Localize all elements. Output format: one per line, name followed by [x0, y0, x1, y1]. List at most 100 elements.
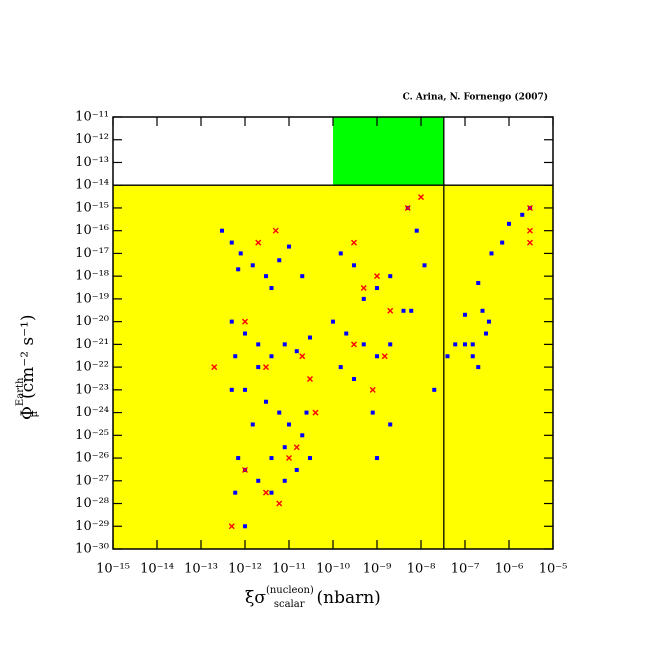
- y-tick-label: 10⁻²⁴: [75, 405, 109, 420]
- point: [486, 319, 491, 324]
- point: [500, 240, 505, 245]
- point: [256, 365, 261, 370]
- x-tick-label: 10⁻¹¹: [272, 562, 306, 577]
- point: [520, 212, 525, 217]
- y-tick-label: 10⁻¹⁹: [75, 291, 109, 306]
- x-tick-label: 10⁻⁷: [451, 562, 480, 577]
- point: [338, 365, 343, 370]
- point: [276, 500, 283, 507]
- credit: C. Arina, N. Fornengo (2007): [403, 92, 548, 103]
- y-tick-label: 10⁻²¹: [75, 337, 109, 352]
- point: [453, 342, 458, 347]
- y-tick-label: 10⁻³⁰: [75, 542, 109, 557]
- y-tick-label: 10⁻²⁷: [75, 473, 109, 488]
- point: [489, 251, 494, 256]
- point: [228, 523, 235, 530]
- point: [263, 399, 268, 404]
- point: [269, 490, 274, 495]
- point: [404, 204, 411, 211]
- point: [350, 239, 357, 246]
- y-tick-label: 10⁻¹³: [75, 155, 109, 170]
- point: [338, 251, 343, 256]
- y-tick-label: 10⁻²⁰: [75, 314, 109, 329]
- point: [242, 318, 248, 325]
- axis-label-part: Φ: [18, 406, 38, 420]
- y-tick-label: 10⁻¹⁵: [75, 200, 109, 215]
- point: [263, 274, 268, 279]
- point: [350, 341, 357, 348]
- point: [269, 354, 274, 359]
- point: [388, 274, 393, 279]
- point: [375, 354, 379, 359]
- point: [526, 204, 533, 211]
- axis-label-part: ξσ: [245, 588, 266, 608]
- point: [470, 354, 475, 359]
- point: [229, 319, 234, 324]
- x-tick-label: 10⁻⁶: [495, 562, 524, 577]
- x-tick-label: 10⁻⁸: [407, 562, 436, 577]
- point: [387, 307, 394, 314]
- y-tick-label: 10⁻²⁹: [75, 519, 109, 534]
- point: [304, 410, 309, 415]
- series: [211, 194, 533, 530]
- point: [219, 228, 224, 233]
- point: [306, 375, 313, 382]
- point: [361, 342, 366, 347]
- y-tick-label: 10⁻¹⁸: [75, 269, 109, 284]
- point: [233, 354, 238, 359]
- point: [272, 227, 279, 234]
- point: [414, 228, 419, 233]
- point: [294, 467, 299, 472]
- x-tick-label: 10⁻¹³: [184, 562, 218, 577]
- point: [370, 410, 375, 415]
- y-tick-label: 10⁻¹⁷: [75, 246, 109, 261]
- point: [282, 342, 287, 347]
- axis-label-part: (nbarn): [316, 588, 380, 608]
- point: [229, 240, 234, 245]
- x-tick-label: 10⁻¹⁰: [316, 562, 350, 577]
- y-tick-label: 10⁻²³: [75, 382, 109, 397]
- point: [470, 342, 475, 347]
- point: [287, 244, 291, 249]
- point: [381, 353, 388, 360]
- point: [238, 251, 243, 256]
- point: [242, 466, 248, 473]
- point: [483, 331, 488, 336]
- point: [256, 342, 261, 347]
- point: [269, 286, 274, 291]
- region: [113, 185, 553, 550]
- point: [351, 263, 356, 268]
- point: [476, 281, 481, 286]
- y-tick-label: 10⁻¹²: [75, 132, 109, 147]
- axis-label: ξσ(nucleon) scalar (nbarn): [245, 585, 381, 610]
- point: [229, 387, 234, 392]
- point: [422, 263, 427, 268]
- point: [250, 263, 255, 268]
- point: [299, 353, 306, 360]
- region: [333, 117, 444, 186]
- point: [388, 342, 393, 347]
- axis-label: ΦEarthμ (cm⁻² s⁻¹): [15, 314, 40, 420]
- y-tick-label: 10⁻¹¹: [75, 110, 109, 125]
- y-tick-label: 10⁻²⁶: [75, 451, 109, 466]
- point: [480, 308, 485, 313]
- point: [307, 335, 312, 340]
- point: [526, 227, 533, 234]
- x-tick-label: 10⁻¹⁵: [96, 562, 130, 577]
- point: [300, 433, 305, 438]
- point: [282, 478, 287, 483]
- point: [418, 194, 424, 201]
- point: [388, 422, 393, 427]
- x-tick-label: 10⁻⁵: [539, 562, 568, 577]
- point: [375, 286, 379, 291]
- point: [432, 387, 437, 392]
- point: [211, 364, 218, 371]
- point: [243, 524, 247, 529]
- axis-label-part: (nucleon): [266, 585, 314, 596]
- point: [277, 410, 282, 415]
- point: [351, 376, 356, 381]
- point: [286, 455, 292, 462]
- point: [369, 386, 376, 393]
- point: [463, 342, 467, 347]
- point: [243, 331, 247, 336]
